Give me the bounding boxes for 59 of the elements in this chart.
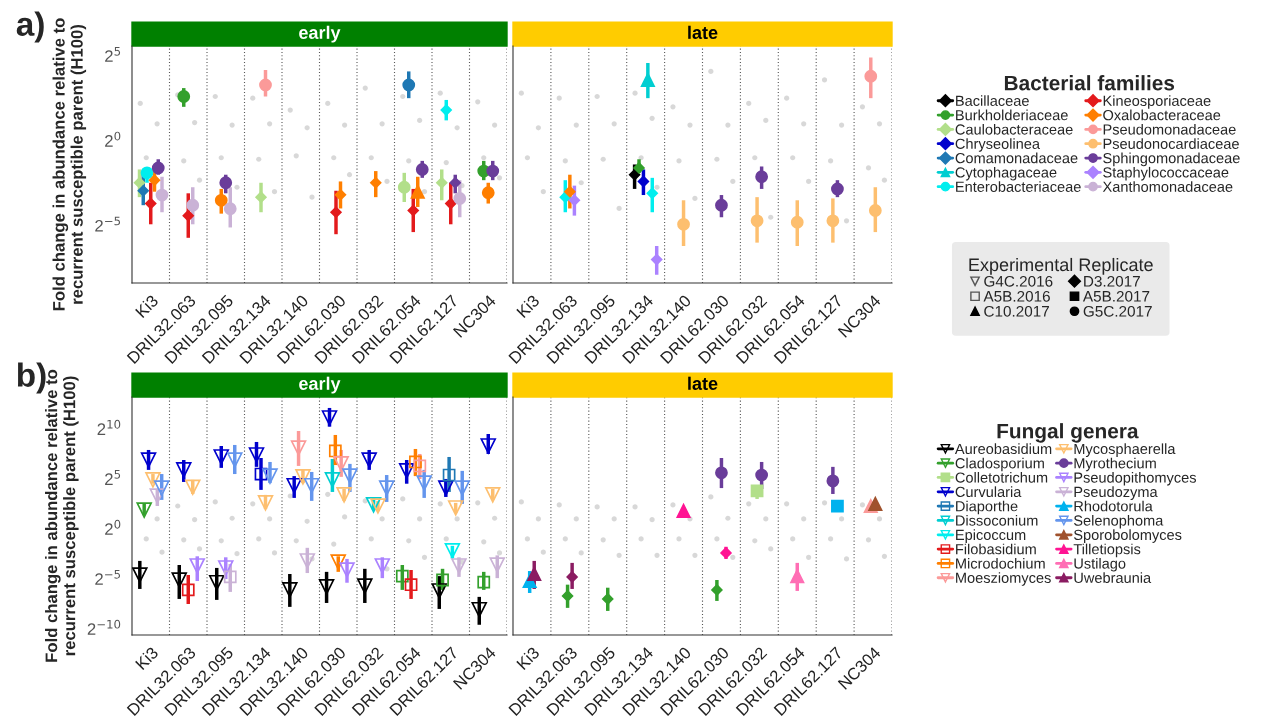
legend-label: Aureobasidium	[954, 443, 1052, 455]
chart-title: early	[299, 25, 341, 43]
legend-label: G5C.2017	[1083, 305, 1152, 317]
legend-label: Staphylococcaceae	[1103, 166, 1229, 181]
y-tick-label: 2$^{0}$	[105, 131, 121, 147]
legend-label: Pseudopithomyces	[1074, 472, 1196, 486]
legend-title: Fungal genera	[997, 423, 1139, 443]
legend-label: Pseudomonadaceae	[1103, 123, 1236, 135]
legend-label: G4C.2016	[984, 275, 1053, 287]
legend-label: A5B.2017	[1082, 290, 1150, 302]
legend-label: Ustilago	[1074, 557, 1126, 572]
legend-title: Experimental Replicate	[969, 257, 1153, 275]
legend-label: Colletotrichum	[955, 472, 1048, 483]
chart-title: late	[688, 376, 718, 390]
legend-title: Bacterial families	[1004, 75, 1175, 91]
text: a)	[16, 11, 44, 43]
legend-label: Tilletiopsis	[1073, 543, 1141, 558]
y-tick-label: 2$^{−5}$	[95, 216, 121, 232]
legend-label: Myrothecium	[1074, 457, 1156, 472]
legend-label: Curvularia	[955, 486, 1022, 498]
legend-label: Oxalobacteraceae	[1103, 109, 1221, 121]
legend-label: Bacillaceae	[956, 95, 1029, 106]
legend-label: Microdochium	[956, 557, 1045, 569]
chart-title: late	[688, 25, 718, 39]
legend-label: Rhodotorula	[1074, 500, 1153, 512]
legend-label: A5B.2016	[983, 290, 1050, 302]
y-tick-label: 2$^{0}$	[105, 519, 121, 535]
y-tick-label: 2$^{10}$	[97, 419, 121, 435]
legend-label: Selenophoma	[1073, 514, 1164, 529]
legend-label: Caulobacteraceae	[955, 123, 1073, 135]
legend-label: Chryseolinea	[955, 138, 1041, 152]
legend-label: Sphingomonadaceae	[1103, 152, 1240, 167]
y-tick-label: 2$^{5}$	[105, 46, 121, 62]
y-tick-label: 2$^{−5}$	[95, 569, 121, 585]
legend-label: Epicoccum	[956, 529, 1026, 543]
y-axis-title: Fold change in abundance relative to recurrent susceptible parent (H100)	[52, 18, 87, 311]
legend-label: Filobasidium	[956, 543, 1036, 555]
legend-label: Xanthomonadaceae	[1102, 181, 1233, 192]
legend-label: Pseudonocardiaceae	[1103, 138, 1239, 149]
legend-label: Diaporthe	[956, 500, 1018, 515]
legend-label: Burkholderiaceae	[956, 109, 1068, 121]
y-tick-label: 2$^{−10}$	[87, 619, 121, 635]
text: b)	[17, 362, 46, 394]
legend-label: D3.2017	[1084, 275, 1140, 287]
legend-label: Uwebraunia	[1074, 572, 1152, 583]
legend-label: Cladosporium	[955, 457, 1044, 472]
y-tick-label: 2$^{5}$	[105, 470, 121, 485]
legend-label: Moesziomyces	[956, 572, 1051, 586]
legend-label: C10.2017	[984, 305, 1049, 317]
legend-label: Mycosphaerella	[1074, 443, 1176, 457]
legend-label: Kineosporiaceae	[1103, 95, 1211, 109]
legend-label: Dissoconium	[956, 514, 1038, 526]
legend-label: Cytophagaceae	[955, 166, 1057, 181]
legend-label: Enterobacteriaceae	[956, 181, 1081, 192]
chart-title: early	[299, 376, 341, 394]
legend-label: Comamonadaceae	[955, 152, 1078, 164]
legend-label: Sporobolomyces	[1073, 529, 1182, 543]
legend-label: Pseudozyma	[1074, 486, 1158, 500]
y-axis-title: Fold change in abundance relative to recurrent susceptible parent (H100)	[45, 369, 79, 662]
